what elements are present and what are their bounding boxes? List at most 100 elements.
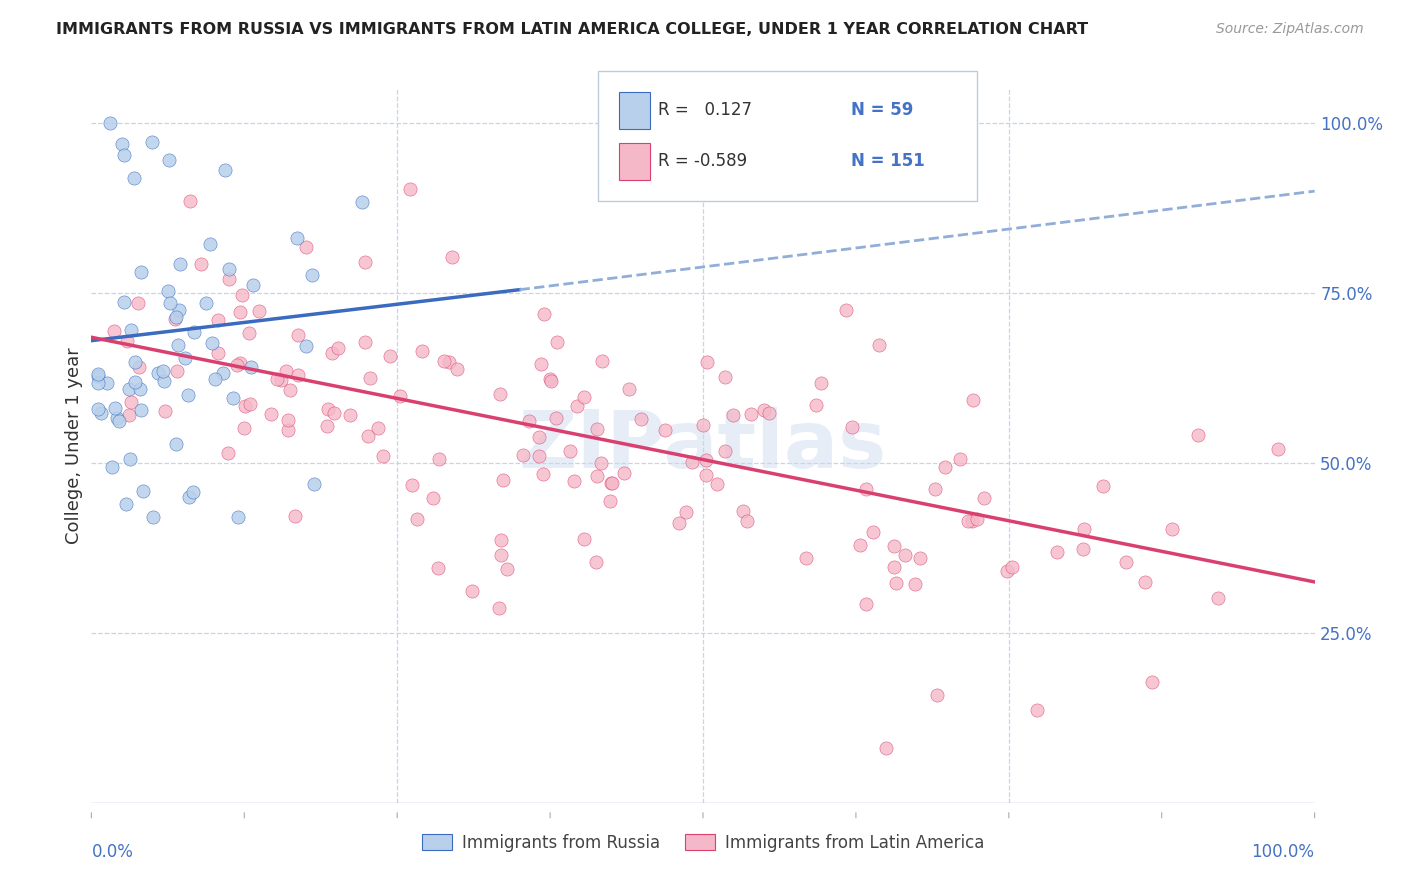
Point: [654, 423, 676, 437]
Point: [925, 688, 948, 702]
Point: [277, 413, 299, 427]
Point: [794, 551, 817, 566]
Point: [957, 515, 980, 529]
Point: [388, 389, 411, 403]
Point: [589, 456, 612, 470]
Point: [401, 478, 423, 492]
Point: [169, 257, 191, 271]
Point: [105, 411, 128, 425]
Point: [962, 392, 984, 407]
Point: [222, 391, 245, 405]
Point: [167, 303, 190, 318]
Point: [862, 525, 884, 540]
Point: [174, 351, 197, 366]
Point: [165, 437, 187, 451]
Point: [285, 231, 308, 245]
Point: [179, 490, 201, 504]
Point: [855, 482, 877, 496]
Legend: Immigrants from Russia, Immigrants from Latin America: Immigrants from Russia, Immigrants from …: [415, 828, 991, 859]
Point: [533, 307, 555, 321]
Point: [723, 408, 745, 422]
Point: [101, 460, 124, 475]
Point: [127, 296, 149, 310]
Point: [316, 402, 339, 417]
Point: [804, 398, 827, 412]
Point: [176, 387, 198, 401]
Point: [118, 382, 141, 396]
Point: [124, 355, 146, 369]
Point: [86, 376, 108, 391]
Point: [124, 375, 146, 389]
Point: [270, 373, 292, 387]
Point: [207, 345, 229, 359]
Point: [695, 468, 717, 483]
Point: [146, 367, 169, 381]
Point: [157, 284, 180, 298]
Text: Source: ZipAtlas.com: Source: ZipAtlas.com: [1216, 22, 1364, 37]
Point: [731, 504, 754, 518]
Point: [398, 182, 420, 196]
Point: [131, 265, 153, 279]
Point: [129, 403, 152, 417]
Point: [600, 476, 623, 491]
Point: [367, 420, 389, 434]
Point: [339, 409, 361, 423]
Point: [226, 510, 249, 524]
Point: [378, 349, 401, 363]
Point: [512, 449, 534, 463]
Point: [1133, 575, 1156, 590]
Point: [287, 328, 309, 343]
Point: [229, 304, 252, 318]
Point: [758, 406, 780, 420]
Point: [835, 303, 858, 318]
Point: [574, 533, 596, 547]
Point: [855, 598, 877, 612]
Text: N = 59: N = 59: [851, 101, 912, 119]
Point: [166, 364, 188, 378]
Point: [1001, 560, 1024, 574]
Point: [260, 407, 283, 421]
Point: [884, 576, 907, 591]
Point: [108, 414, 131, 428]
Point: [586, 469, 609, 483]
Point: [613, 467, 636, 481]
Point: [277, 424, 299, 438]
Point: [572, 390, 595, 404]
Point: [488, 387, 510, 401]
Point: [167, 337, 190, 351]
Point: [112, 295, 135, 310]
Point: [740, 407, 762, 421]
Point: [179, 194, 201, 208]
Point: [118, 408, 141, 422]
Point: [1071, 541, 1094, 556]
Point: [90, 406, 112, 420]
Text: N = 151: N = 151: [851, 152, 924, 169]
Point: [122, 170, 145, 185]
Point: [489, 533, 512, 547]
Point: [529, 449, 551, 463]
Point: [546, 334, 568, 349]
Point: [1267, 442, 1289, 457]
Point: [1073, 522, 1095, 536]
Point: [233, 421, 256, 435]
Point: [411, 343, 433, 358]
Point: [112, 147, 135, 161]
Point: [883, 539, 905, 553]
Point: [247, 304, 270, 318]
Point: [121, 395, 143, 409]
Point: [706, 476, 728, 491]
Y-axis label: College, Under 1 year: College, Under 1 year: [65, 348, 83, 544]
Point: [353, 334, 375, 349]
Point: [240, 360, 263, 375]
Point: [142, 509, 165, 524]
Point: [630, 411, 652, 425]
Point: [599, 494, 621, 508]
Point: [287, 368, 309, 382]
Point: [962, 515, 984, 529]
Point: [321, 346, 343, 360]
Point: [98, 116, 121, 130]
Point: [461, 584, 484, 599]
Point: [437, 354, 460, 368]
Point: [86, 367, 108, 381]
Point: [714, 444, 737, 458]
